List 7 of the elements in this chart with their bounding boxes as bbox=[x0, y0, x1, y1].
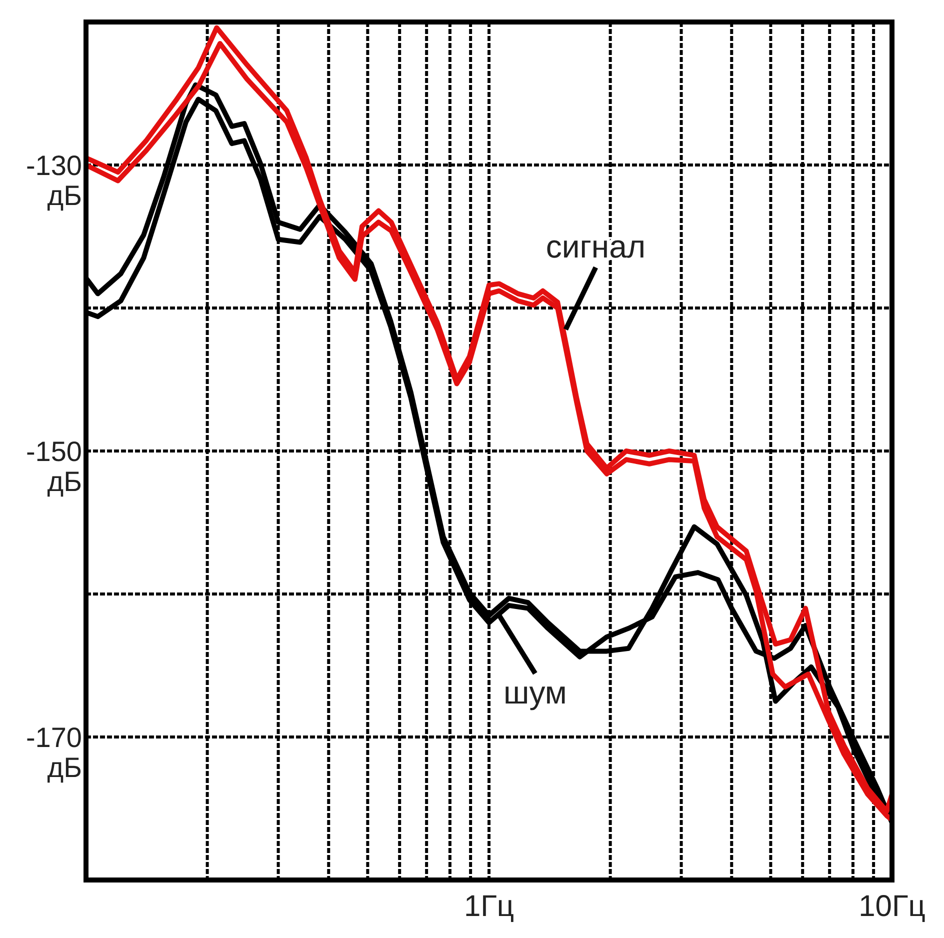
y-tick-label: -150 дБ bbox=[26, 436, 82, 497]
y-tick-label: -170 дБ bbox=[26, 722, 82, 783]
x-tick-label: 1Гц bbox=[464, 890, 514, 923]
x-tick-label: 10Гц bbox=[858, 890, 926, 923]
annotation: сигнал bbox=[546, 228, 646, 264]
annotation: шум bbox=[504, 674, 567, 710]
y-tick-label: -130 дБ bbox=[26, 150, 82, 211]
